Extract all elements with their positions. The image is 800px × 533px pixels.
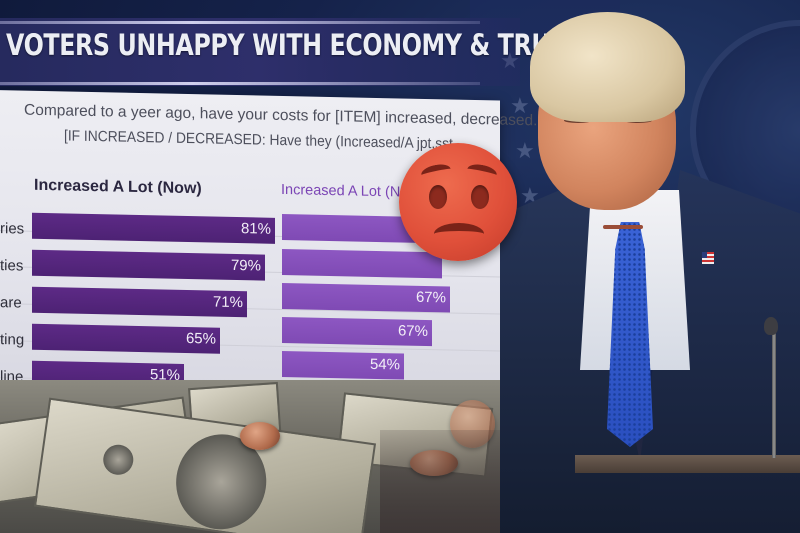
microphone-icon — [764, 317, 778, 335]
row-label: ting — [0, 331, 25, 349]
right-bar-4: 67% — [282, 316, 432, 347]
penny-coin — [240, 422, 280, 450]
survey-question-line2: [IF INCREASED / DECREASED: Have they (In… — [64, 127, 453, 153]
row-label: are — [0, 294, 22, 312]
right-chart-title: Increased A Lot (Nov — [281, 181, 416, 201]
left-chart-title: Increased A Lot (Now) — [34, 176, 202, 198]
treasury-seal — [101, 442, 136, 477]
row-label: ries — [0, 220, 25, 238]
president-photo — [500, 0, 800, 533]
right-bar-5: 54% — [282, 350, 404, 380]
hair — [530, 12, 685, 122]
sad-face-icon — [399, 143, 517, 261]
survey-chart-slide: Compared to a yeer ago, have your costs … — [0, 90, 537, 421]
headline-banner — [0, 18, 520, 86]
headline: VOTERS UNHAPPY WITH ECONOMY & TRUMP — [6, 28, 591, 62]
left-bar-2: 79% — [32, 249, 265, 281]
right-bar-2 — [282, 248, 442, 279]
survey-question-line1: Compared to a yeer ago, have your costs … — [24, 101, 538, 130]
podium — [575, 455, 800, 473]
left-bar-4: 65% — [32, 323, 220, 354]
left-bar-1: 81% — [32, 212, 275, 244]
right-bar-3: 67% — [282, 282, 450, 313]
flag-pin-icon — [702, 252, 714, 264]
left-bar-3: 71% — [32, 286, 247, 318]
row-label: ties — [0, 257, 24, 275]
microphone-stand — [772, 330, 776, 458]
